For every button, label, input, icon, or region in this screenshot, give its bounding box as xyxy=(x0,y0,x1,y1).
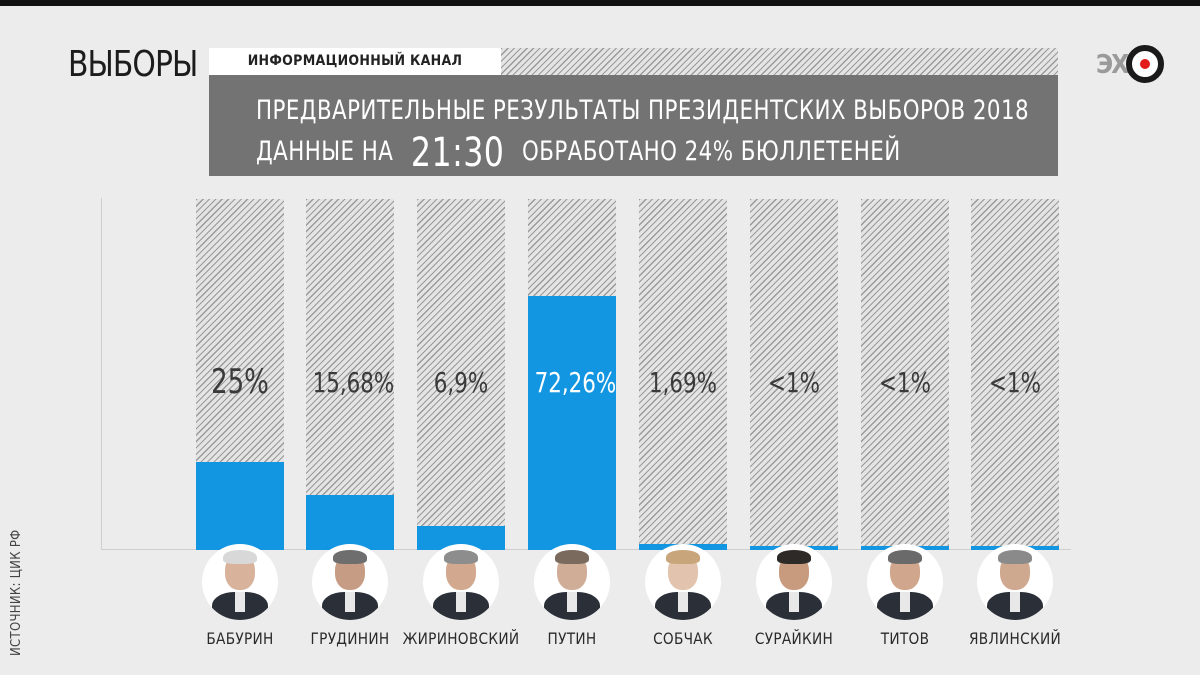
candidate-portrait xyxy=(534,544,610,620)
portrait-hair xyxy=(555,550,589,564)
candidate-portrait xyxy=(312,544,388,620)
candidate-name: ТИТОВ xyxy=(880,629,930,648)
portrait-hair xyxy=(444,550,478,564)
candidate-name: ЖИРИНОВСКИЙ xyxy=(402,629,520,648)
chart-axis-vertical xyxy=(101,198,102,549)
brand-title: ВЫБОРЫ xyxy=(68,44,198,85)
logo-text: ЭХ xyxy=(1096,50,1129,80)
bar-column: <1% xyxy=(750,199,838,550)
portrait-shirt xyxy=(567,592,577,612)
candidate-name: ЯВЛИНСКИЙ xyxy=(969,629,1061,648)
bar-column: 15,68% xyxy=(306,199,394,550)
candidate-portrait xyxy=(756,544,832,620)
bar-value-label: 15,68% xyxy=(312,366,395,399)
candidate-portrait xyxy=(977,544,1053,620)
candidate-portrait xyxy=(202,544,278,620)
bar-value-label: <1% xyxy=(989,366,1041,399)
candidate-portrait xyxy=(423,544,499,620)
candidate-name: ПУТИН xyxy=(547,629,597,648)
candidate-portrait xyxy=(645,544,721,620)
portrait-shirt xyxy=(1010,592,1020,612)
bar-value-label: <1% xyxy=(768,366,820,399)
channel-strip: ИНФОРМАЦИОННЫЙ КАНАЛ xyxy=(209,48,1058,75)
channel-hatch xyxy=(501,48,1058,75)
headline-suffix: ОБРАБОТАНО 24% БЮЛЛЕТЕНЕЙ xyxy=(521,136,901,167)
bar-column: <1% xyxy=(861,199,949,550)
logo-ring-icon xyxy=(1126,45,1164,83)
headline-box: ПРЕДВАРИТЕЛЬНЫЕ РЕЗУЛЬТАТЫ ПРЕЗИДЕНТСКИХ… xyxy=(209,75,1058,176)
bar-value-label: 6,9% xyxy=(433,366,489,399)
source-label: ИСТОЧНИК: ЦИК РФ xyxy=(9,529,24,656)
portrait-hair xyxy=(998,550,1032,564)
bar-column: <1% xyxy=(971,199,1059,550)
bar-column: 6,9% xyxy=(417,199,505,550)
bar-column: 1,69% xyxy=(639,199,727,550)
bar xyxy=(306,494,394,550)
portrait-hair xyxy=(333,550,367,564)
bar-value-label: 72,26% xyxy=(534,366,617,399)
candidate-name: СОБЧАК xyxy=(653,629,713,648)
portrait-shirt xyxy=(900,592,910,612)
portrait-shirt xyxy=(678,592,688,612)
bar-value-label: 1,69% xyxy=(648,366,717,399)
candidate-name: СУРАЙКИН xyxy=(754,629,834,648)
top-bar xyxy=(0,0,1200,6)
headline-line1: ПРЕДВАРИТЕЛЬНЫЕ РЕЗУЛЬТАТЫ ПРЕЗИДЕНТСКИХ… xyxy=(256,95,1030,126)
echo-logo: ЭХ xyxy=(1096,44,1164,84)
bar-column: 72,26% xyxy=(528,199,616,550)
channel-label: ИНФОРМАЦИОННЫЙ КАНАЛ xyxy=(209,48,501,75)
portrait-hair xyxy=(223,550,257,564)
portrait-hair xyxy=(888,550,922,564)
bar xyxy=(528,296,616,550)
portrait-shirt xyxy=(789,592,799,612)
portrait-shirt xyxy=(235,592,245,612)
bar xyxy=(196,462,284,550)
candidate-portrait xyxy=(867,544,943,620)
candidate-name: БАБУРИН xyxy=(206,629,274,648)
headline-prefix: ДАННЫЕ НА xyxy=(256,136,394,167)
bar-value-label: 25% xyxy=(211,362,269,402)
logo-dot-icon xyxy=(1140,59,1150,69)
candidate-name: ГРУДИНИН xyxy=(310,629,390,648)
headline-time: 21:30 xyxy=(410,130,505,176)
bar-column: 25% xyxy=(196,199,284,550)
portrait-hair xyxy=(666,550,700,564)
bar-value-label: <1% xyxy=(879,366,931,399)
portrait-shirt xyxy=(345,592,355,612)
portrait-hair xyxy=(777,550,811,564)
headline-line2: ДАННЫЕ НА 21:30 ОБРАБОТАНО 24% БЮЛЛЕТЕНЕ… xyxy=(256,127,901,173)
portrait-shirt xyxy=(456,592,466,612)
